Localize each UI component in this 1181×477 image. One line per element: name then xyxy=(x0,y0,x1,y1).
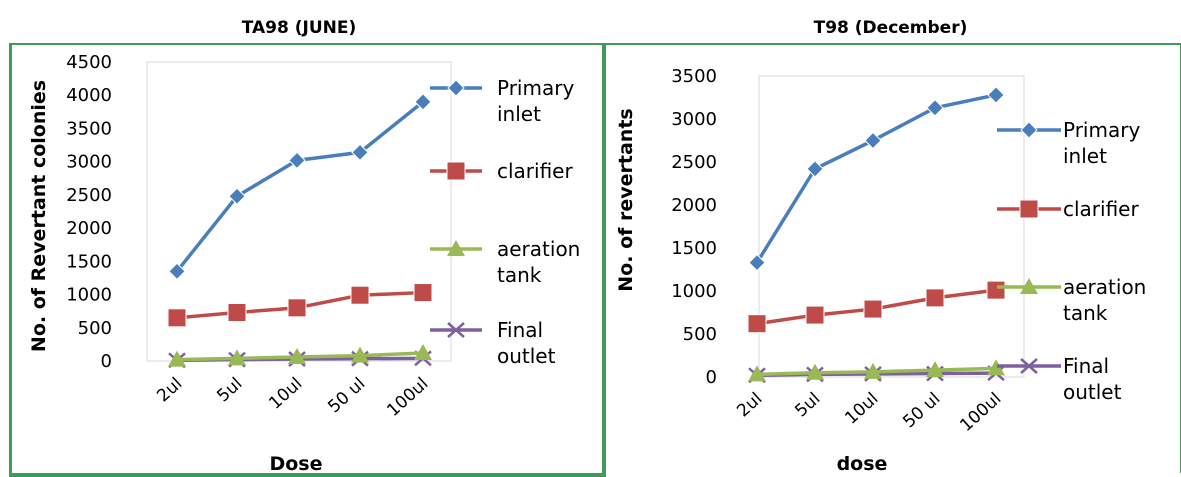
data-point xyxy=(986,280,1006,300)
line-chart-left: 0 500 1000 1500 2000 2500 3000 3500 4000 4500 2ul 5… xyxy=(28,52,580,475)
legend-label: clarifier xyxy=(1063,197,1139,221)
legend-label: Primary xyxy=(497,76,574,100)
data-point xyxy=(351,346,369,363)
data-point xyxy=(168,262,186,281)
line-chart-right: 0 500 1000 1500 2000 2500 3000 3500 2ul 5ul 10ul 50… xyxy=(615,66,1146,475)
y-tick-label: 0 xyxy=(706,367,717,388)
series-line xyxy=(755,93,997,264)
y-tick-label: 500 xyxy=(78,318,112,339)
data-point xyxy=(228,349,246,366)
y-tick-label: 2000 xyxy=(66,218,112,239)
legend-marker xyxy=(1019,199,1039,219)
chart-title-left: TA98 (JUNE) xyxy=(241,18,357,38)
plot-area xyxy=(758,75,1025,378)
data-point xyxy=(288,151,306,170)
data-point xyxy=(805,305,825,325)
y-tick-label: 2000 xyxy=(671,195,717,216)
y-tick-label: 1500 xyxy=(671,238,717,259)
legend-label: aeration xyxy=(497,237,580,261)
legend-label: Final xyxy=(1063,354,1109,378)
x-tick-label: 10ul xyxy=(265,374,306,414)
legend-marker xyxy=(1020,278,1038,294)
data-point xyxy=(864,362,882,379)
y-tick-label: 2500 xyxy=(66,185,112,206)
y-tick-label: 1500 xyxy=(66,251,112,272)
legend-marker xyxy=(446,161,466,181)
legend-marker xyxy=(447,79,465,97)
y-tick-label: 3500 xyxy=(66,118,112,139)
data-point xyxy=(747,314,767,334)
data-point xyxy=(413,283,433,303)
chart-title-right: T98 (December) xyxy=(813,18,968,38)
x-tick-label: 5ul xyxy=(791,389,824,421)
data-point xyxy=(926,99,944,117)
x-tick-label: 50 ul xyxy=(899,389,944,432)
data-point xyxy=(168,350,186,367)
legend-marker xyxy=(447,322,465,338)
x-tick-label: 2ul xyxy=(153,374,186,406)
y-tick-label: 3000 xyxy=(671,109,717,130)
y-axis-label: No. of Revertant colonies xyxy=(28,80,50,352)
data-point xyxy=(863,299,883,319)
data-point xyxy=(351,143,369,162)
y-tick-label: 1000 xyxy=(671,281,717,302)
y-tick-label: 1000 xyxy=(66,285,112,306)
y-tick-label: 3500 xyxy=(671,66,717,87)
y-tick-label: 2500 xyxy=(671,152,717,173)
data-point xyxy=(167,308,187,328)
legend-label: tank xyxy=(497,263,542,287)
legend-label: tank xyxy=(1063,301,1108,325)
data-point xyxy=(287,298,307,318)
data-point xyxy=(987,359,1005,376)
data-point xyxy=(414,93,432,111)
data-point xyxy=(748,365,766,382)
legend-label: aeration xyxy=(1063,275,1146,299)
data-point xyxy=(350,285,370,305)
data-point xyxy=(806,160,824,178)
data-point xyxy=(926,361,944,378)
legend-label: outlet xyxy=(497,344,556,368)
x-axis-label: dose xyxy=(837,453,888,475)
data-point xyxy=(806,363,824,380)
data-point xyxy=(864,131,882,150)
x-tick-label: 2ul xyxy=(733,389,766,421)
x-tick-label: 50 ul xyxy=(324,374,369,417)
legend-label: Final xyxy=(497,318,543,342)
data-point xyxy=(925,288,945,308)
y-axis-label: No. of revertants xyxy=(615,108,637,291)
x-tick-label: 100ul xyxy=(956,389,1005,436)
y-tick-label: 4500 xyxy=(66,52,112,73)
x-tick-label: 5ul xyxy=(213,374,246,406)
series-line xyxy=(175,100,425,273)
x-tick-label: 100ul xyxy=(383,374,432,421)
legend-marker xyxy=(1020,358,1038,374)
y-tick-label: 0 xyxy=(101,351,112,372)
y-tick-label: 500 xyxy=(683,324,717,345)
data-point xyxy=(227,302,247,322)
legend-label: inlet xyxy=(1063,144,1107,168)
legend-marker xyxy=(447,240,465,256)
data-point xyxy=(228,187,246,205)
x-axis-label: Dose xyxy=(269,453,322,475)
legend-label: outlet xyxy=(1063,380,1122,404)
legend-marker xyxy=(1020,121,1038,139)
data-point xyxy=(987,86,1005,104)
legend-label: inlet xyxy=(497,102,541,126)
data-point xyxy=(748,253,766,272)
x-tick-label: 10ul xyxy=(841,389,882,429)
y-tick-label: 3000 xyxy=(66,152,112,173)
y-tick-label: 4000 xyxy=(66,85,112,106)
data-point xyxy=(288,348,306,365)
legend-label: Primary xyxy=(1063,118,1140,142)
legend-label: clarifier xyxy=(497,159,573,183)
data-point xyxy=(414,344,432,361)
